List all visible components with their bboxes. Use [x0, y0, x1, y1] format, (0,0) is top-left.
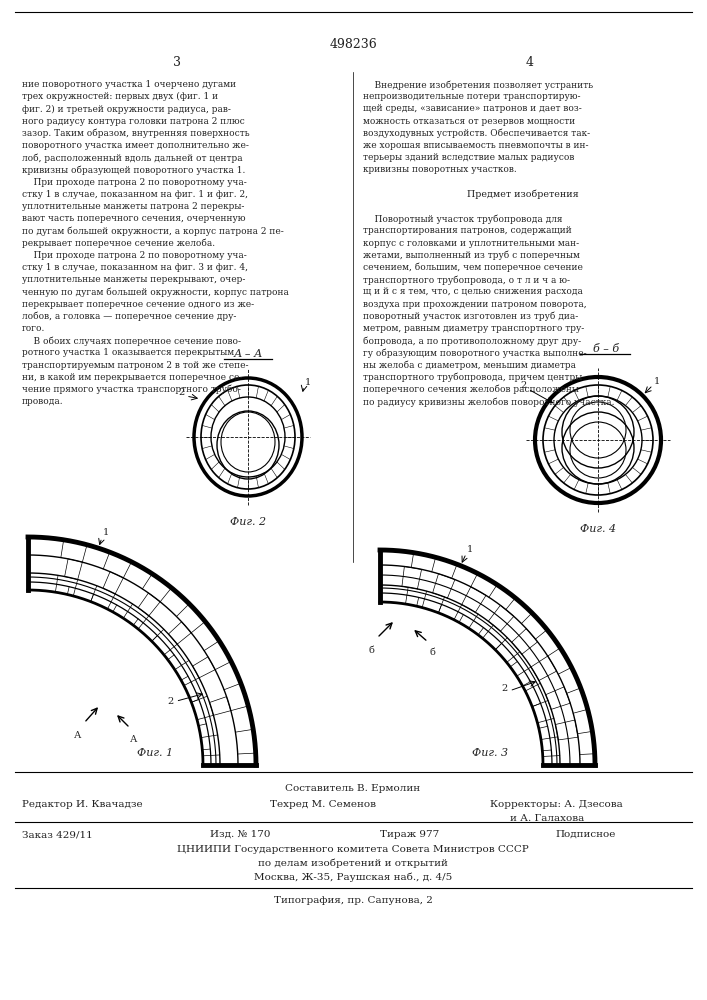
Text: 4: 4 — [526, 55, 534, 68]
Text: щ и й с я тем, что, с целью снижения расхода: щ и й с я тем, что, с целью снижения рас… — [363, 287, 583, 296]
Text: кривизны образующей поворотного участка 1.: кривизны образующей поворотного участка … — [22, 165, 245, 175]
Text: провода.: провода. — [22, 397, 64, 406]
Text: б: б — [429, 648, 435, 657]
Text: фиг. 2) и третьей окружности радиуса, рав-: фиг. 2) и третьей окружности радиуса, ра… — [22, 104, 231, 114]
Text: А: А — [74, 731, 82, 740]
Text: уплотнительные манжеты перекрывают, очер-: уплотнительные манжеты перекрывают, очер… — [22, 275, 245, 284]
Text: же хорошая вписываемость пневмопочты в ин-: же хорошая вписываемость пневмопочты в и… — [363, 141, 588, 150]
Text: корпус с головками и уплотнительными ман-: корпус с головками и уплотнительными ман… — [363, 239, 579, 248]
Text: транспортного трубопровода, о т л и ч а ю-: транспортного трубопровода, о т л и ч а … — [363, 275, 570, 285]
Text: Типография, пр. Сапунова, 2: Типография, пр. Сапунова, 2 — [274, 896, 433, 905]
Text: кривизны поворотных участков.: кривизны поворотных участков. — [363, 165, 517, 174]
Text: жетами, выполненный из труб с поперечным: жетами, выполненный из труб с поперечным — [363, 251, 580, 260]
Text: щей среды, «зависание» патронов и дает воз-: щей среды, «зависание» патронов и дает в… — [363, 104, 582, 113]
Text: Заказ 429/11: Заказ 429/11 — [22, 830, 93, 839]
Text: 2: 2 — [520, 381, 526, 390]
Text: При проходе патрона 2 по поворотному уча-: При проходе патрона 2 по поворотному уча… — [22, 251, 247, 260]
Text: трех окружностей: первых двух (фиг. 1 и: трех окружностей: первых двух (фиг. 1 и — [22, 92, 218, 101]
Text: 1: 1 — [467, 545, 474, 554]
Text: гу образующим поворотного участка выполне-: гу образующим поворотного участка выполн… — [363, 348, 587, 358]
Text: 2: 2 — [501, 684, 508, 693]
Text: Подписное: Подписное — [555, 830, 615, 839]
Text: ни, в какой им перекрывается поперечное се-: ни, в какой им перекрывается поперечное … — [22, 373, 243, 382]
Text: поворотный участок изготовлен из труб диа-: поворотный участок изготовлен из труб ди… — [363, 312, 578, 321]
Text: 1: 1 — [103, 528, 109, 537]
Text: стку 1 в случае, показанном на фиг. 3 и фиг. 4,: стку 1 в случае, показанном на фиг. 3 и … — [22, 263, 248, 272]
Text: Редактор И. Квачадзе: Редактор И. Квачадзе — [22, 800, 143, 809]
Text: А – А: А – А — [233, 349, 263, 359]
Text: 1: 1 — [305, 378, 311, 387]
Text: Предмет изобретения: Предмет изобретения — [467, 190, 579, 199]
Text: Москва, Ж-35, Раушская наб., д. 4/5: Москва, Ж-35, Раушская наб., д. 4/5 — [254, 873, 452, 882]
Text: Составитель В. Ермолин: Составитель В. Ермолин — [286, 784, 421, 793]
Text: Техред М. Семенов: Техред М. Семенов — [270, 800, 376, 809]
Text: Фиг. 3: Фиг. 3 — [472, 748, 508, 758]
Text: ние поворотного участка 1 очерчено дугами: ние поворотного участка 1 очерчено дугам… — [22, 80, 236, 89]
Text: Тираж 977: Тираж 977 — [380, 830, 439, 839]
Text: Изд. № 170: Изд. № 170 — [210, 830, 271, 839]
Text: по радиусу кривизны желобов поворотного участка.: по радиусу кривизны желобов поворотного … — [363, 397, 614, 407]
Text: транспортирования патронов, содержащий: транспортирования патронов, содержащий — [363, 226, 572, 235]
Text: 2: 2 — [168, 697, 174, 706]
Text: транспортируемым патроном 2 в той же степе-: транспортируемым патроном 2 в той же сте… — [22, 361, 248, 370]
Text: ченную по дугам большей окружности, корпус патрона: ченную по дугам большей окружности, корп… — [22, 287, 289, 297]
Text: 1: 1 — [654, 377, 660, 386]
Text: можность отказаться от резервов мощности: можность отказаться от резервов мощности — [363, 117, 575, 126]
Text: Фиг. 2: Фиг. 2 — [230, 517, 266, 527]
Text: непроизводительные потери транспортирую-: непроизводительные потери транспортирую- — [363, 92, 580, 101]
Text: воздуходувных устройств. Обеспечивается так-: воздуходувных устройств. Обеспечивается … — [363, 129, 590, 138]
Text: ЦНИИПИ Государственного комитета Совета Министров СССР: ЦНИИПИ Государственного комитета Совета … — [177, 845, 529, 854]
Text: Фиг. 4: Фиг. 4 — [580, 524, 616, 534]
Text: Внедрение изобретения позволяет устранить: Внедрение изобретения позволяет устранит… — [363, 80, 593, 90]
Text: сечением, большим, чем поперечное сечение: сечением, большим, чем поперечное сечени… — [363, 263, 583, 272]
Text: Поворотный участок трубопровода для: Поворотный участок трубопровода для — [363, 214, 563, 224]
Text: стку 1 в случае, показанном на фиг. 1 и фиг. 2,: стку 1 в случае, показанном на фиг. 1 и … — [22, 190, 248, 199]
Text: Фиг. 1: Фиг. 1 — [137, 748, 173, 758]
Text: Корректоры: А. Дзесова: Корректоры: А. Дзесова — [490, 800, 623, 809]
Text: б: б — [368, 646, 374, 655]
Text: терьеры зданий вследствие малых радиусов: терьеры зданий вследствие малых радиусов — [363, 153, 574, 162]
Text: ного радиусу контура головки патрона 2 плюс: ного радиусу контура головки патрона 2 п… — [22, 117, 245, 126]
Text: При проходе патрона 2 по поворотному уча-: При проходе патрона 2 по поворотному уча… — [22, 178, 247, 187]
Text: А: А — [130, 735, 138, 744]
Text: воздуха при прохождении патроном поворота,: воздуха при прохождении патроном поворот… — [363, 300, 587, 309]
Text: перекрывает поперечное сечение одного из же-: перекрывает поперечное сечение одного из… — [22, 300, 254, 309]
Text: уплотнительные манжеты патрона 2 перекры-: уплотнительные манжеты патрона 2 перекры… — [22, 202, 245, 211]
Text: чение прямого участка транспортного трубо-: чение прямого участка транспортного труб… — [22, 385, 241, 394]
Text: 498236: 498236 — [329, 38, 377, 51]
Text: лобов, а головка — поперечное сечение дру-: лобов, а головка — поперечное сечение др… — [22, 312, 236, 321]
Text: по дугам большей окружности, а корпус патрона 2 пе-: по дугам большей окружности, а корпус па… — [22, 226, 284, 236]
Text: поворотного участка имеет дополнительно же-: поворотного участка имеет дополнительно … — [22, 141, 249, 150]
Text: транспортного трубопровода, причем центры: транспортного трубопровода, причем центр… — [363, 373, 583, 382]
Text: гого.: гого. — [22, 324, 45, 333]
Text: зазор. Таким образом, внутренняя поверхность: зазор. Таким образом, внутренняя поверхн… — [22, 129, 250, 138]
Text: 2: 2 — [178, 388, 185, 397]
Text: ны желоба с диаметром, меньшим диаметра: ны желоба с диаметром, меньшим диаметра — [363, 361, 576, 370]
Text: и А. Галахова: и А. Галахова — [510, 814, 584, 823]
Text: 3: 3 — [173, 55, 181, 68]
Text: рекрывает поперечное сечение желоба.: рекрывает поперечное сечение желоба. — [22, 239, 215, 248]
Text: В обоих случаях поперечное сечение пово-: В обоих случаях поперечное сечение пово- — [22, 336, 241, 346]
Text: б – б: б – б — [593, 344, 619, 354]
Text: метром, равным диаметру транспортного тру-: метром, равным диаметру транспортного тр… — [363, 324, 584, 333]
Text: вают часть поперечного сечения, очерченную: вают часть поперечного сечения, очерченн… — [22, 214, 245, 223]
Text: по делам изобретений и открытий: по делам изобретений и открытий — [258, 859, 448, 868]
Text: лоб, расположенный вдоль дальней от центра: лоб, расположенный вдоль дальней от цент… — [22, 153, 243, 163]
Text: поперечного сечения желобов расположены: поперечного сечения желобов расположены — [363, 385, 579, 394]
Text: бопровода, а по противоположному друг дру-: бопровода, а по противоположному друг др… — [363, 336, 581, 346]
Text: ротного участка 1 оказывается перекрытым: ротного участка 1 оказывается перекрытым — [22, 348, 234, 357]
